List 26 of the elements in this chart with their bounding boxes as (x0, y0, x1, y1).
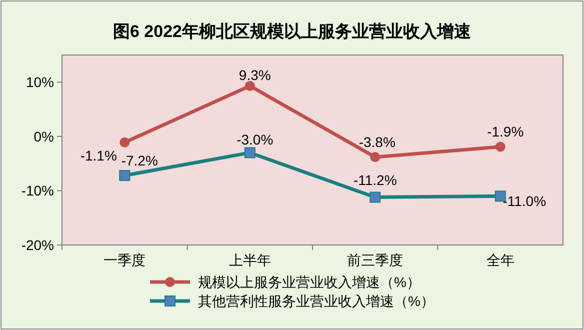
x-tick-label: 全年 (486, 252, 514, 268)
y-tick-label: -20% (21, 237, 54, 253)
data-label: -3.0% (236, 132, 274, 148)
data-label: -11.2% (353, 172, 397, 188)
point (495, 142, 506, 152)
x-tick-label: 前三季度 (347, 252, 404, 268)
point (244, 80, 255, 91)
data-label: -1.1% (80, 147, 117, 164)
y-tick-label: 0% (34, 128, 54, 144)
data-label: -1.9% (487, 124, 524, 140)
data-label: -7.2% (121, 152, 158, 169)
y-tick-label: 10% (26, 74, 54, 90)
chart-title: 图6 2022年柳北区规模以上服务业营业收入增速 (113, 22, 471, 41)
point (119, 170, 130, 182)
point (244, 147, 256, 158)
point (370, 152, 380, 162)
data-label: 9.3% (238, 66, 271, 83)
y-tick-label: -10% (21, 182, 54, 199)
data-label: -3.8% (358, 134, 396, 150)
x-tick-label: 上半年 (228, 252, 271, 268)
x-tick-label: 一季度 (104, 252, 146, 268)
data-label: -11.0% (502, 193, 546, 210)
legend-label: 其他营利性服务业营业收入增速（%） (198, 293, 434, 309)
point (370, 192, 381, 203)
legend-label: 规模以上服务业营业收入增速（%） (198, 274, 420, 290)
point (120, 137, 130, 148)
